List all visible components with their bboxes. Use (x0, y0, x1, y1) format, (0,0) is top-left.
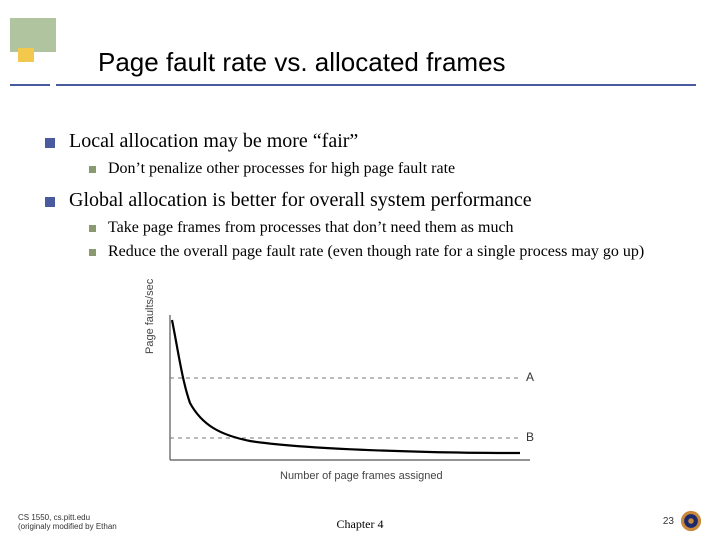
bullet-text: Local allocation may be more “fair” (69, 130, 358, 153)
content-area: Local allocation may be more “fair” Don’… (45, 130, 690, 266)
footer-center: Chapter 4 (337, 517, 384, 532)
chart-y-label: Page faults/sec (144, 279, 156, 354)
decor-block-green (10, 18, 56, 52)
footer-left: CS 1550, cs.pitt.edu (originaly modified… (18, 513, 117, 532)
bullet-square-icon (89, 249, 96, 256)
chart-marker-b: B (526, 430, 534, 444)
bullet-item: Reduce the overall page fault rate (even… (89, 242, 690, 262)
decor-block-yellow (18, 48, 34, 62)
footer-line2: (originaly modified by Ethan (18, 522, 117, 532)
seal-icon (680, 510, 702, 532)
chart-page-fault-curve: Page faults/sec Number of page frames as… (150, 310, 550, 485)
footer-line1: CS 1550, cs.pitt.edu (18, 513, 117, 523)
slide-title: Page fault rate vs. allocated frames (98, 47, 506, 78)
chart-marker-a: A (526, 370, 534, 384)
bullet-text: Take page frames from processes that don… (108, 218, 514, 238)
bullet-item: Global allocation is better for overall … (45, 189, 690, 212)
chart-svg (150, 310, 550, 485)
bullet-square-icon (89, 166, 96, 173)
bullet-item: Don’t penalize other processes for high … (89, 159, 690, 179)
chart-x-label: Number of page frames assigned (280, 470, 443, 482)
bullet-item: Local allocation may be more “fair” (45, 130, 690, 153)
bullet-square-icon (89, 225, 96, 232)
decor-line-main (56, 84, 696, 86)
bullet-item: Take page frames from processes that don… (89, 218, 690, 238)
decor-line-short (10, 84, 50, 86)
bullet-text: Reduce the overall page fault rate (even… (108, 242, 644, 262)
page-number: 23 (663, 516, 674, 527)
bullet-square-icon (45, 138, 55, 148)
bullet-text: Don’t penalize other processes for high … (108, 159, 455, 179)
bullet-text: Global allocation is better for overall … (69, 189, 532, 212)
footer-right: 23 (663, 510, 702, 532)
bullet-square-icon (45, 197, 55, 207)
